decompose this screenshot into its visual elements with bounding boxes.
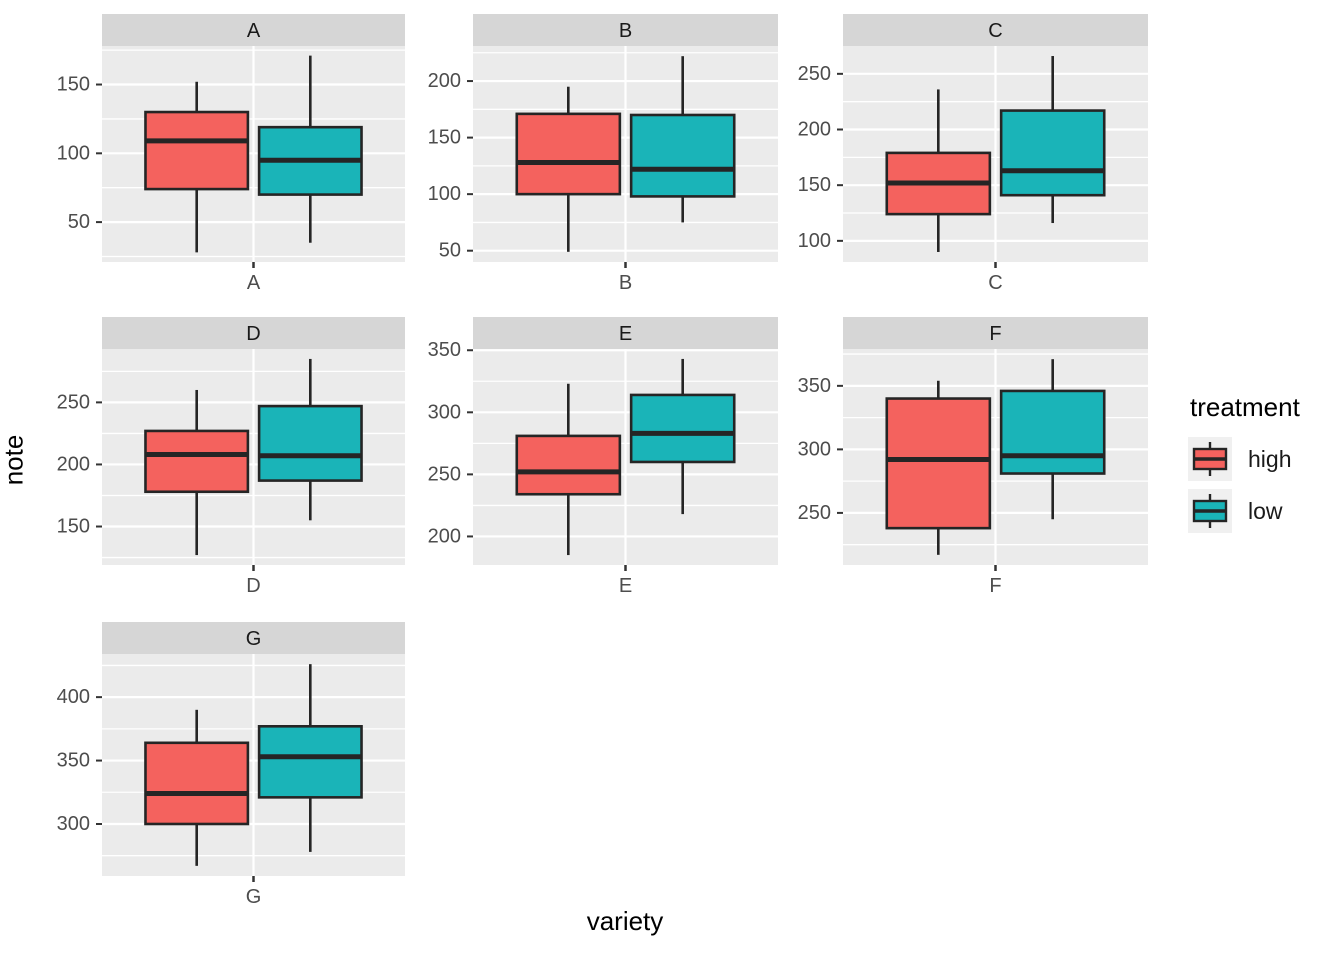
x-tick-label-C: C bbox=[988, 272, 1002, 294]
box-high-G bbox=[144, 741, 250, 826]
y-tick-label: 150 bbox=[57, 516, 90, 538]
facet-strip-D bbox=[102, 317, 405, 349]
x-axis-title: variety bbox=[586, 906, 664, 936]
y-tick-label: 250 bbox=[798, 63, 831, 85]
x-tick-label-E: E bbox=[619, 575, 632, 597]
y-tick-label: 200 bbox=[428, 70, 461, 92]
x-tick-label-F: F bbox=[989, 575, 1001, 597]
facet-strip-label-B: B bbox=[619, 20, 632, 42]
legend-label-low: low bbox=[1248, 497, 1283, 524]
x-tick-label-B: B bbox=[619, 272, 632, 294]
facet-strip-C bbox=[843, 14, 1148, 46]
facet-strip-label-D: D bbox=[246, 323, 260, 345]
box-low-G bbox=[257, 725, 363, 799]
y-tick-label: 50 bbox=[439, 240, 461, 262]
x-tick-label-D: D bbox=[246, 575, 260, 597]
box-high-B bbox=[515, 112, 622, 196]
box-high-F bbox=[885, 397, 992, 530]
facet-strip-label-E: E bbox=[619, 323, 632, 345]
y-tick-label: 350 bbox=[798, 375, 831, 397]
legend: treatment high low bbox=[1188, 392, 1300, 541]
x-tick-label-A: A bbox=[247, 272, 261, 294]
y-tick-label: 100 bbox=[57, 142, 90, 164]
facet-strip-label-C: C bbox=[988, 20, 1002, 42]
facet-D: D 150 200 250 D bbox=[57, 317, 405, 597]
facet-strip-label-F: F bbox=[989, 323, 1001, 345]
y-tick-label: 50 bbox=[68, 211, 90, 233]
box-low-F bbox=[999, 389, 1106, 475]
y-tick-label: 100 bbox=[428, 183, 461, 205]
facet-strip-F bbox=[843, 317, 1148, 349]
facet-strip-G bbox=[102, 622, 405, 654]
y-tick-label: 300 bbox=[428, 401, 461, 423]
facet-A: A 50 100 150 A bbox=[57, 14, 405, 294]
facet-strip-E bbox=[473, 317, 778, 349]
y-tick-label: 100 bbox=[798, 230, 831, 252]
x-tick-label-G: G bbox=[246, 886, 262, 908]
y-tick-label: 200 bbox=[428, 525, 461, 547]
y-tick-label: 150 bbox=[57, 74, 90, 96]
legend-title: treatment bbox=[1190, 392, 1300, 422]
legend-label-high: high bbox=[1248, 445, 1292, 472]
legend-item-high: high bbox=[1188, 437, 1300, 481]
y-tick-label: 300 bbox=[57, 813, 90, 835]
facet-F: F 250 300 350 F bbox=[798, 317, 1148, 597]
facet-strip-label-G: G bbox=[246, 628, 262, 650]
y-tick-label: 200 bbox=[57, 453, 90, 475]
facet-B: B 50 100 150 200 B bbox=[428, 14, 778, 294]
y-tick-label: 200 bbox=[798, 119, 831, 141]
box-low-E bbox=[629, 393, 736, 464]
box-high-A bbox=[144, 110, 250, 191]
box-high-D bbox=[144, 429, 250, 494]
boxplot-key-low-icon bbox=[1188, 489, 1232, 533]
legend-item-low: low bbox=[1188, 489, 1300, 533]
y-tick-label: 350 bbox=[57, 750, 90, 772]
box-low-B bbox=[629, 113, 736, 198]
box-high-E bbox=[515, 434, 622, 496]
facet-E: E 200 250 300 350 E bbox=[428, 317, 778, 597]
y-axis-title: note bbox=[0, 434, 29, 486]
y-tick-label: 250 bbox=[57, 391, 90, 413]
y-tick-label: 350 bbox=[428, 339, 461, 361]
y-tick-label: 250 bbox=[798, 502, 831, 524]
y-tick-label: 150 bbox=[428, 127, 461, 149]
y-tick-label: 250 bbox=[428, 463, 461, 485]
box-low-D bbox=[257, 404, 363, 482]
y-tick-label: 400 bbox=[57, 686, 90, 708]
boxplot-key-high-icon bbox=[1188, 437, 1232, 481]
facet-strip-label-A: A bbox=[247, 20, 261, 42]
facet-strip-A bbox=[102, 14, 405, 46]
facet-G: G 300 350 400 G bbox=[57, 622, 405, 908]
y-tick-label: 300 bbox=[798, 438, 831, 460]
y-tick-label: 150 bbox=[798, 174, 831, 196]
box-low-C bbox=[999, 109, 1106, 197]
facet-C: C 100 150 200 250 C bbox=[798, 14, 1148, 294]
facet-strip-B bbox=[473, 14, 778, 46]
